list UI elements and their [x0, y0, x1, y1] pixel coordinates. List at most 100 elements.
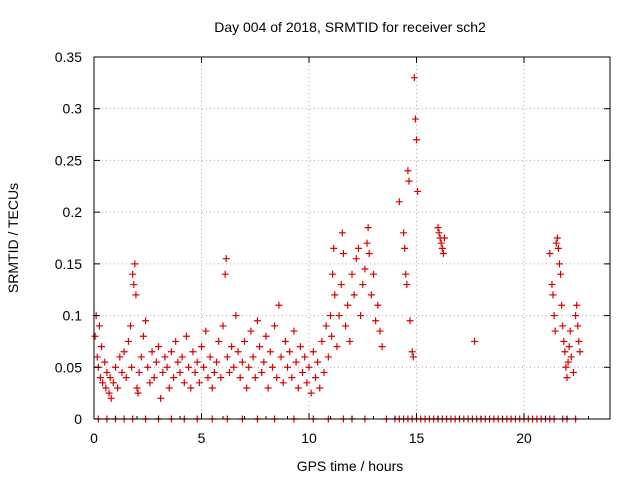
data-point	[335, 312, 343, 320]
data-point	[406, 317, 414, 325]
data-point	[303, 379, 311, 387]
data-point	[129, 270, 137, 278]
data-point	[311, 374, 319, 382]
data-point	[284, 363, 291, 371]
data-point	[342, 322, 350, 330]
data-point	[155, 343, 162, 351]
data-point	[185, 363, 193, 371]
data-point	[327, 312, 334, 320]
data-point	[439, 250, 447, 258]
data-point	[191, 368, 199, 376]
axis-ticks	[93, 56, 610, 420]
data-point	[114, 384, 122, 392]
data-point	[279, 379, 287, 387]
data-point	[144, 363, 152, 371]
data-point	[170, 374, 178, 382]
data-point	[180, 379, 188, 387]
y-axis-label: SRMTID / TECUs	[5, 183, 21, 293]
data-point	[546, 250, 554, 258]
data-point	[344, 301, 352, 309]
data-point	[262, 332, 270, 340]
data-point	[558, 301, 566, 309]
data-point	[204, 374, 212, 382]
data-point	[161, 353, 169, 361]
data-point	[256, 343, 264, 351]
data-point	[277, 353, 285, 361]
data-point	[437, 239, 445, 247]
data-point	[281, 337, 289, 345]
data-point	[440, 234, 448, 242]
data-point	[557, 270, 565, 278]
data-point	[299, 368, 307, 376]
data-point	[348, 270, 356, 278]
x-tick-label: 15	[409, 430, 425, 446]
data-point	[142, 317, 150, 325]
data-point	[550, 312, 558, 320]
data-point	[404, 167, 412, 175]
data-point	[165, 384, 173, 392]
data-point	[305, 363, 313, 371]
data-point	[103, 368, 111, 376]
data-point	[296, 343, 304, 351]
data-point	[198, 343, 205, 351]
data-point	[200, 363, 208, 371]
data-point	[241, 337, 248, 345]
data-point	[337, 281, 345, 289]
data-point	[314, 358, 322, 366]
data-point	[135, 368, 143, 376]
data-point	[339, 250, 347, 258]
data-point	[309, 348, 317, 356]
data-point	[172, 337, 180, 345]
data-point	[150, 374, 158, 382]
y-tick-label: 0.3	[63, 101, 83, 117]
data-point	[107, 394, 115, 402]
data-point	[124, 337, 132, 345]
data-point	[131, 260, 139, 268]
data-point	[223, 353, 231, 361]
data-point	[561, 348, 569, 356]
data-point	[572, 312, 580, 320]
data-point	[148, 348, 156, 356]
data-point	[146, 379, 154, 387]
data-point	[294, 384, 302, 392]
data-point	[273, 374, 281, 382]
data-point	[193, 358, 201, 366]
data-point	[401, 244, 409, 252]
data-point	[134, 389, 142, 397]
data-point	[159, 368, 167, 376]
data-point	[566, 327, 574, 335]
data-point	[139, 332, 147, 340]
data-point	[292, 358, 300, 366]
data-point	[178, 353, 186, 361]
data-point	[378, 343, 386, 351]
data-point	[105, 389, 113, 397]
data-point	[101, 358, 109, 366]
data-point	[395, 198, 403, 206]
data-point	[260, 358, 268, 366]
data-point	[574, 322, 582, 330]
data-point	[555, 260, 563, 268]
y-tick-label: 0	[74, 411, 82, 427]
y-tick-label: 0.1	[63, 308, 83, 324]
data-point	[91, 332, 99, 340]
data-point	[357, 312, 365, 320]
data-point	[411, 115, 419, 123]
data-point	[307, 389, 315, 397]
data-point	[116, 353, 124, 361]
data-point	[354, 244, 362, 252]
data-point	[318, 337, 326, 345]
data-point	[352, 255, 360, 263]
x-tick-label: 5	[198, 430, 206, 446]
data-point	[438, 244, 446, 252]
data-point	[222, 255, 230, 263]
data-point	[290, 327, 298, 335]
data-point	[230, 363, 238, 371]
data-point	[258, 368, 266, 376]
data-point	[548, 281, 556, 289]
y-tick-label: 0.35	[55, 49, 82, 65]
data-point	[208, 384, 216, 392]
data-point	[215, 337, 223, 345]
data-point	[245, 363, 253, 371]
data-point	[95, 322, 103, 330]
data-point	[329, 270, 337, 278]
